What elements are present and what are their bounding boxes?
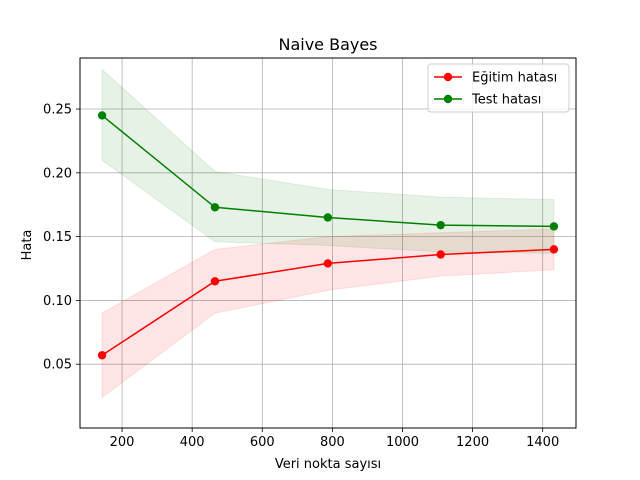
y-axis-label: Hata xyxy=(20,230,35,261)
axis-ticks: 200 400 600 800 1000 1200 1400 0.05 0.10 0.15 0.20… xyxy=(43,103,559,450)
series-1-point xyxy=(210,203,220,212)
y-tick-label: 0.10 xyxy=(43,294,72,309)
legend-marker-0 xyxy=(443,72,453,82)
x-tick-label: 400 xyxy=(180,435,205,450)
series-0-point xyxy=(549,245,559,254)
series-0-point xyxy=(323,259,333,268)
confidence-bands xyxy=(101,68,555,399)
x-axis-label: Veri nokta sayısı xyxy=(275,457,381,472)
legend: Eğitim hatası Test hatası xyxy=(427,63,570,113)
grid-lines xyxy=(80,58,576,428)
x-tick-label: 600 xyxy=(250,435,275,450)
series-1-point xyxy=(549,222,559,231)
legend-label-1: Test hatası xyxy=(471,93,541,108)
legend-label-0: Eğitim hatası xyxy=(472,71,557,86)
y-tick-label: 0.25 xyxy=(43,103,72,118)
series-1-point xyxy=(323,213,333,222)
series-lines xyxy=(97,111,559,360)
series-1-point xyxy=(436,220,445,230)
series-0-point xyxy=(436,250,445,259)
chart-title: Naive Bayes xyxy=(278,35,377,54)
series-0-point xyxy=(210,277,220,286)
y-tick-label: 0.20 xyxy=(43,166,72,181)
x-tick-label: 1400 xyxy=(526,435,559,450)
y-tick-label: 0.15 xyxy=(43,230,72,245)
legend-marker-1 xyxy=(443,94,453,104)
x-tick-label: 1200 xyxy=(456,435,489,450)
series-1-point xyxy=(97,111,107,120)
x-tick-label: 200 xyxy=(110,435,135,450)
x-tick-label: 1000 xyxy=(386,435,419,450)
legend-box xyxy=(427,63,570,113)
plot-frame xyxy=(79,57,577,429)
series-0-point xyxy=(97,351,107,360)
series-0-band xyxy=(101,228,555,399)
x-tick-label: 800 xyxy=(320,435,345,450)
y-tick-label: 0.05 xyxy=(43,358,72,373)
